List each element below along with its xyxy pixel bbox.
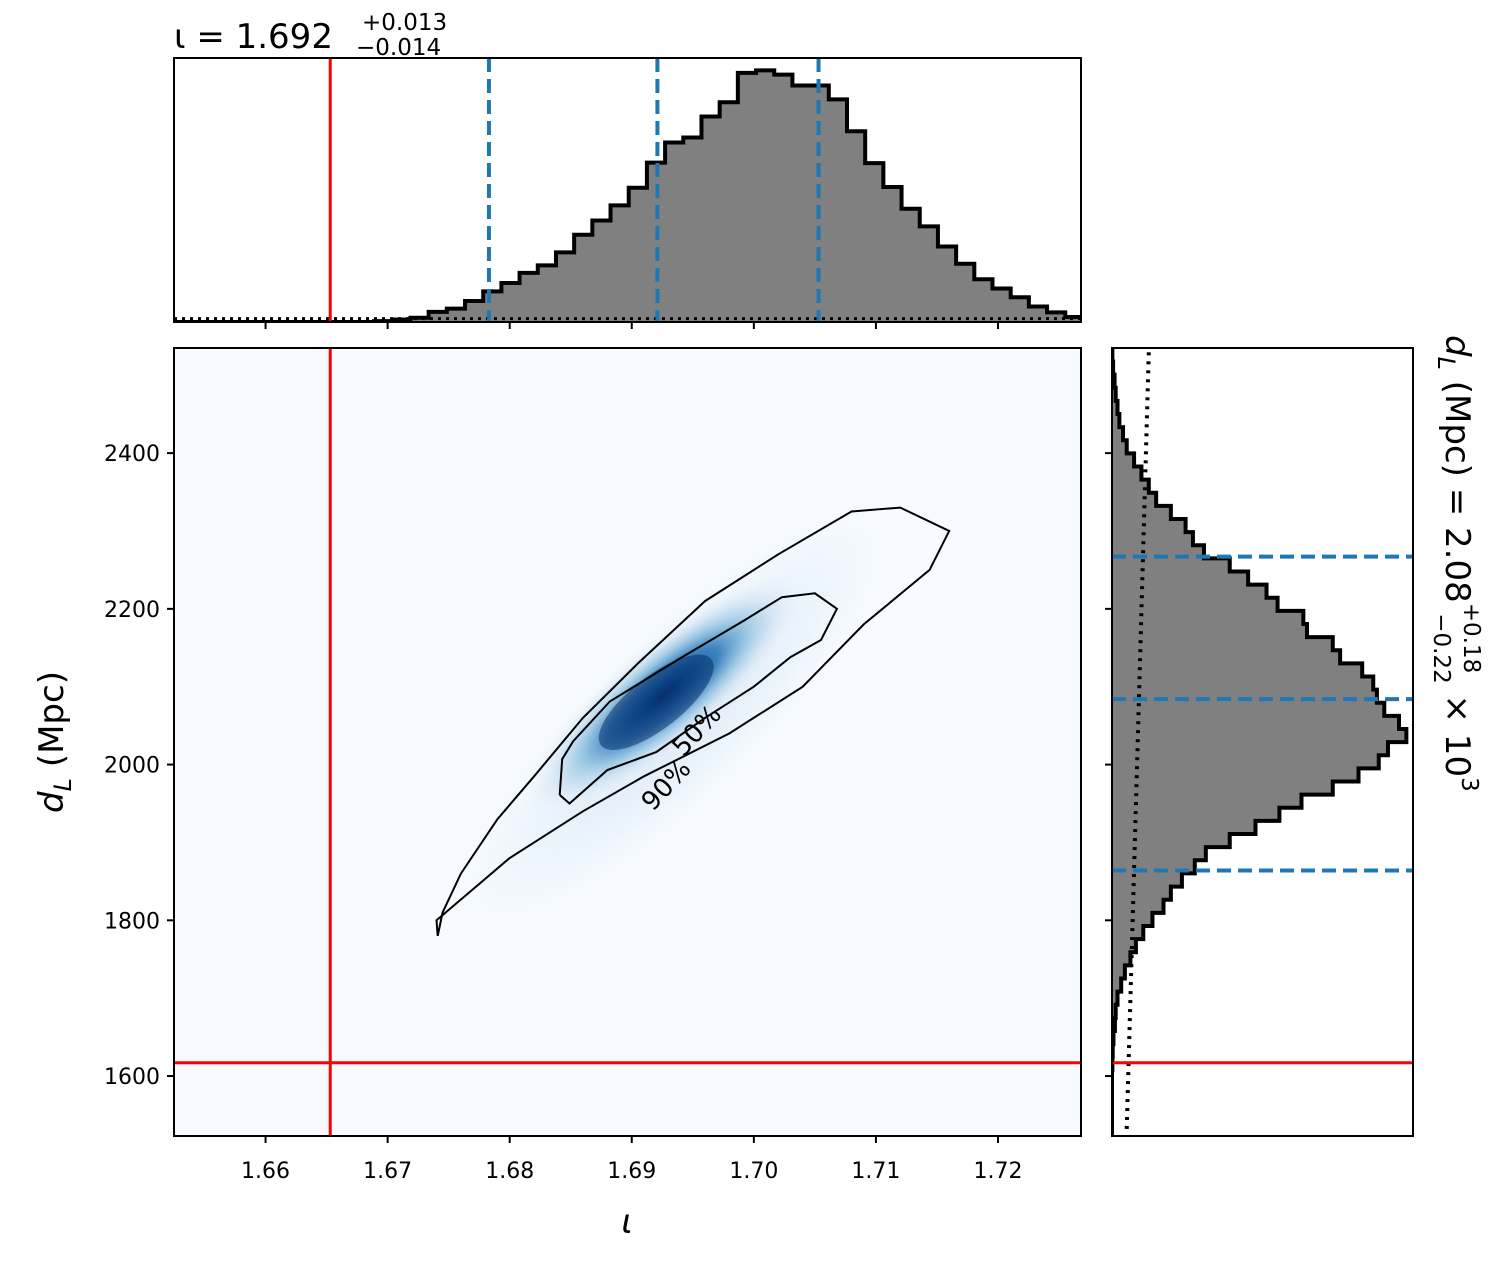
- top-quantile-lines: [486, 58, 821, 322]
- right-tick-marks: [1105, 452, 1112, 1078]
- x-tick-label-6: 1.72: [973, 1159, 1022, 1184]
- top-histogram-fill: [174, 70, 1081, 322]
- right-title-suffix: × 10: [1437, 684, 1477, 777]
- top-title-prefix: ι =: [174, 17, 236, 57]
- density-peak: [598, 654, 714, 751]
- right-title-unit: (Mpc) = 2.08: [1437, 370, 1477, 603]
- right-histogram-fill: [1112, 348, 1407, 1136]
- x-tick-label-2: 1.68: [485, 1159, 534, 1184]
- right-title-prefix: d: [1437, 335, 1477, 357]
- right-quantile-lines: [1112, 554, 1413, 873]
- top-tick-marks: [264, 322, 999, 329]
- x-axis-label: ι: [621, 1202, 633, 1242]
- y-tick-label-2: 2000: [104, 754, 160, 779]
- contour-1: [435, 506, 951, 937]
- right-marginal-panel: dL (Mpc) = 2.08+0.18−0.22 × 103: [1105, 335, 1484, 1137]
- x-tick-label-5: 1.71: [851, 1159, 900, 1184]
- right-prior-line: [1124, 351, 1151, 1130]
- y-axis-label-sub: L: [49, 778, 77, 791]
- top-marginal-panel: ι = 1.692 +0.013 −0.014: [173, 10, 1082, 329]
- x-tick-label-3: 1.69: [607, 1159, 656, 1184]
- y-tick-label-3: 2200: [104, 598, 160, 623]
- contour-0: [558, 592, 839, 805]
- x-tick-label-1: 1.67: [363, 1159, 412, 1184]
- joint-panel: 50%90% 1.66 1.67 1.68 1.69 1.70 1.71 1.72 1600…: [32, 347, 1082, 1242]
- right-title-upper: +0.18: [1458, 603, 1484, 673]
- right-title-exp: 3: [1456, 777, 1482, 792]
- y-axis-ticks: 1600 1800 2000 2200 2400: [104, 442, 174, 1090]
- right-frame: [1111, 347, 1414, 1137]
- density-heatmap: [428, 478, 921, 958]
- top-title-upper: +0.013: [362, 10, 447, 36]
- y-axis-label-unit: (Mpc): [32, 671, 72, 778]
- right-title: dL (Mpc) = 2.08+0.18−0.22 × 103: [1428, 335, 1484, 792]
- top-histogram-edge: [174, 68, 1081, 322]
- top-frame: [173, 57, 1082, 323]
- x-tick-label-0: 1.66: [241, 1159, 290, 1184]
- y-axis-label: dL (Mpc): [32, 671, 77, 813]
- top-title-median: 1.692: [236, 17, 333, 57]
- top-title: ι = 1.692: [174, 17, 333, 57]
- x-axis-ticks: 1.66 1.67 1.68 1.69 1.70 1.71 1.72: [241, 1136, 1022, 1184]
- y-axis-label-main: d: [32, 791, 72, 813]
- y-tick-label-0: 1600: [104, 1065, 160, 1090]
- right-title-lower: −0.22: [1428, 613, 1454, 683]
- right-title-sub: L: [1432, 357, 1460, 370]
- joint-frame: [173, 347, 1082, 1137]
- credible-contours: 50%90%: [435, 506, 951, 937]
- y-tick-label-1: 1800: [104, 909, 160, 934]
- x-tick-label-4: 1.70: [729, 1159, 778, 1184]
- top-title-lower: −0.014: [356, 35, 441, 61]
- y-tick-label-4: 2400: [104, 442, 160, 467]
- right-histogram-edge: [1112, 348, 1409, 1136]
